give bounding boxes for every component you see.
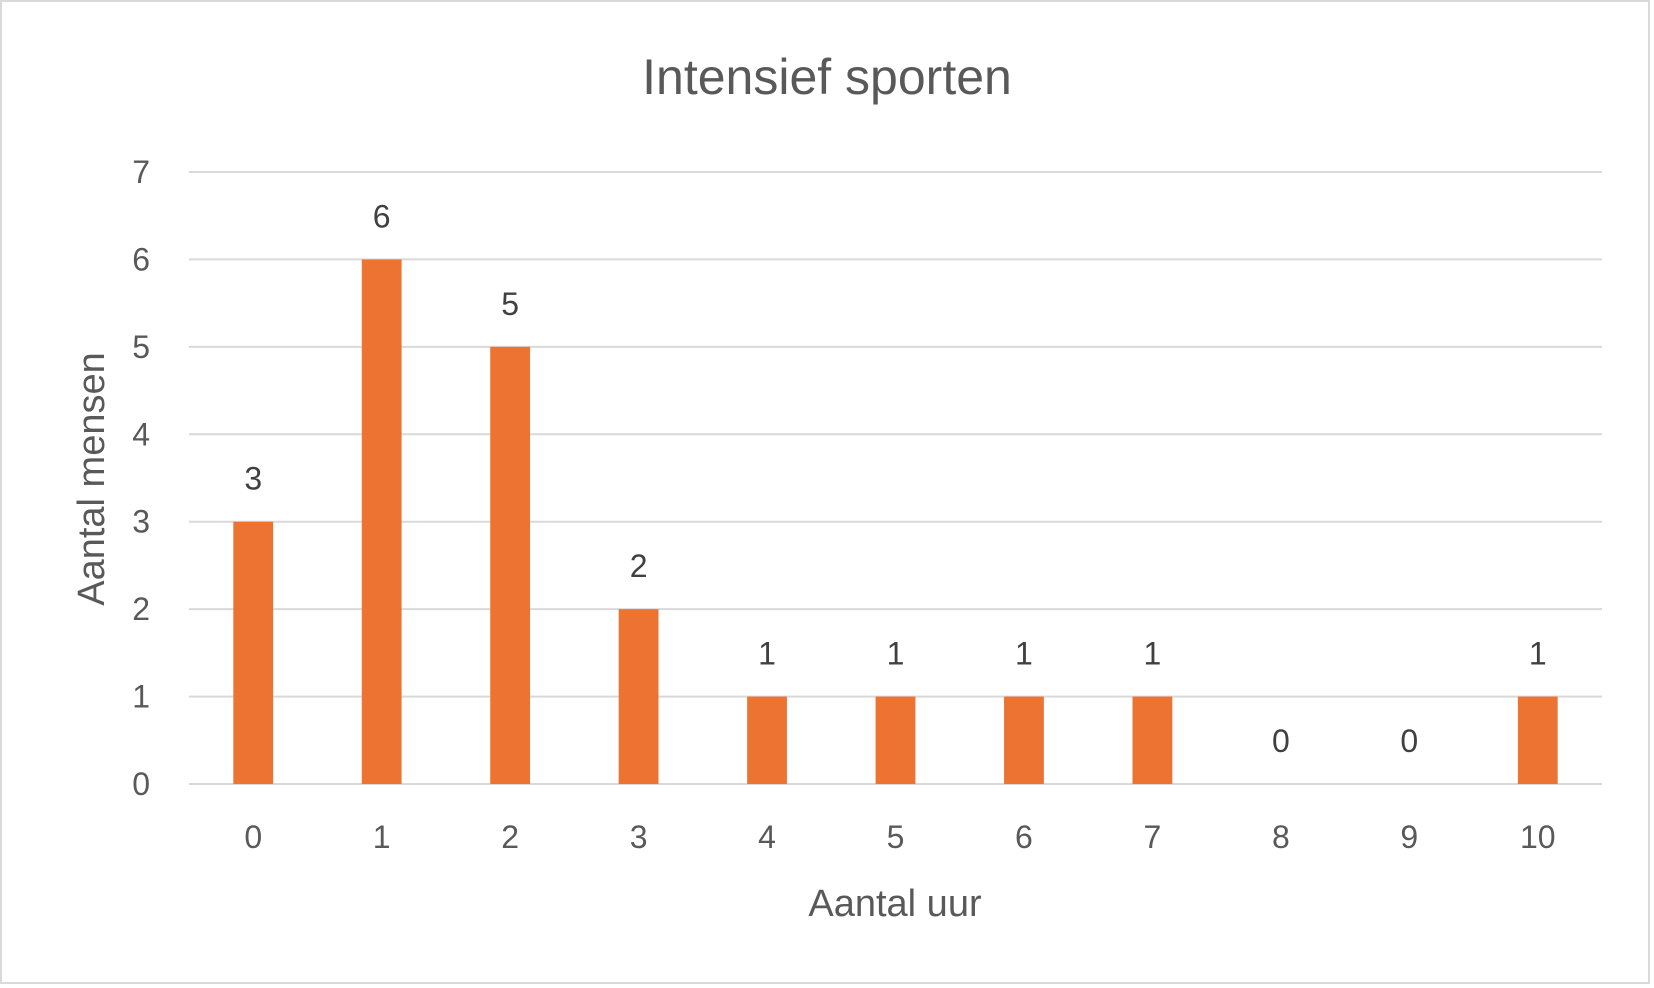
y-tick-label: 2	[132, 591, 150, 627]
x-tick-label: 6	[1015, 819, 1033, 855]
bar-6	[1004, 696, 1044, 784]
data-label: 0	[1400, 723, 1418, 759]
data-labels: 3 6 5 2 1 1 1 1 0 0 1	[244, 198, 1546, 759]
y-tick-label: 0	[132, 766, 150, 802]
y-axis-ticks: 0 1 2 3 4 5 6 7	[132, 154, 150, 802]
y-tick-label: 5	[132, 329, 150, 365]
data-label: 3	[244, 461, 262, 497]
bar-10	[1517, 696, 1558, 784]
bar-1	[361, 259, 402, 784]
data-label: 1	[758, 636, 776, 672]
data-label: 5	[501, 286, 519, 322]
gridlines	[189, 171, 1602, 785]
bar-4	[747, 696, 787, 784]
y-axis-title: Aantal mensen	[71, 352, 113, 606]
y-tick-label: 6	[132, 241, 150, 277]
x-tick-label: 1	[373, 819, 391, 855]
y-tick-label: 3	[132, 504, 150, 540]
bar-5	[875, 696, 916, 784]
data-label: 1	[1529, 636, 1547, 672]
bar-2	[490, 346, 531, 784]
y-tick-label: 4	[132, 416, 150, 452]
x-axis-ticks: 0 1 2 3 4 5 6 7 8 9 10	[244, 819, 1555, 855]
data-label: 1	[1015, 636, 1033, 672]
data-label: 2	[630, 548, 648, 584]
x-tick-label: 5	[887, 819, 905, 855]
x-tick-label: 8	[1272, 819, 1290, 855]
data-label: 1	[1144, 636, 1162, 672]
x-tick-label: 3	[630, 819, 648, 855]
x-tick-label: 2	[501, 819, 519, 855]
y-tick-label: 7	[132, 154, 150, 190]
x-tick-label: 10	[1520, 819, 1556, 855]
data-label: 0	[1272, 723, 1290, 759]
data-label: 1	[887, 636, 905, 672]
x-tick-label: 7	[1144, 819, 1162, 855]
x-axis-title: Aantal uur	[808, 883, 982, 925]
x-tick-label: 0	[244, 819, 262, 855]
bars	[233, 259, 1558, 784]
x-tick-label: 9	[1400, 819, 1418, 855]
y-tick-label: 1	[132, 679, 150, 715]
data-label: 6	[373, 198, 391, 234]
bar-7	[1132, 696, 1173, 784]
x-tick-label: 4	[758, 819, 776, 855]
bar-0	[233, 521, 274, 784]
chart-title: Intensief sporten	[642, 49, 1012, 105]
bar-3	[618, 609, 659, 784]
